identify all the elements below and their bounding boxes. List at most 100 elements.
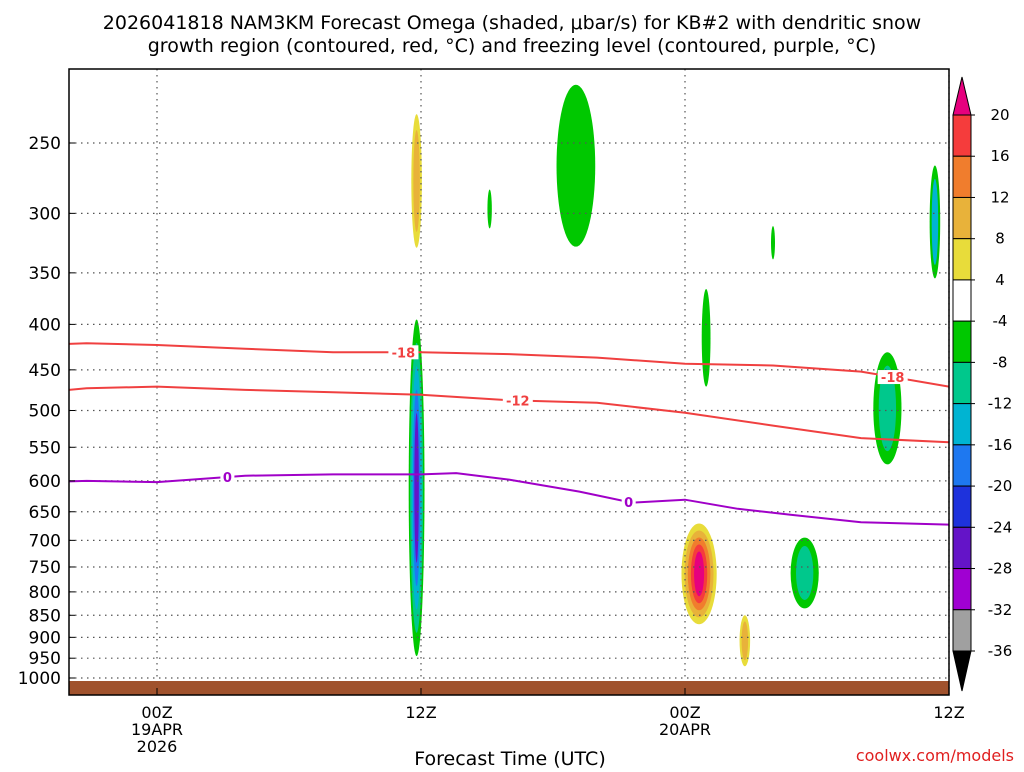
colorbar-label: -24 — [988, 518, 1013, 536]
y-tick-label-800: 800 — [29, 583, 61, 603]
contour-label-dgz-minus-18: -18 — [881, 371, 905, 386]
contour-label-freezing-level-0: 0 — [624, 496, 633, 511]
omega-feature-green-column-01z — [701, 289, 711, 387]
colorbar-bin — [952, 196, 972, 240]
contour-label-freezing-level-0: 0 — [223, 471, 232, 486]
y-tick-label-650: 650 — [29, 503, 61, 523]
omega-feature-upper-green-cloud-18z — [556, 84, 596, 247]
colorbar-label: 12 — [990, 188, 1009, 206]
contour-label-dgz-minus-12: -12 — [506, 395, 530, 410]
plot-frame — [68, 68, 950, 696]
pressure-axis: 2503003504004505005506006507007508008509… — [18, 134, 75, 689]
omega-cell — [878, 365, 897, 452]
colorbar-bin — [952, 155, 972, 198]
omega-feature-upper-rising-shaft-12z — [408, 319, 425, 657]
colorbar-label: 4 — [995, 271, 1005, 289]
y-tick-label-250: 250 — [29, 134, 61, 154]
omega-feature-sinking-tail-02z — [739, 615, 751, 667]
colorbar-top-arrow — [952, 76, 972, 116]
colorbar-bin — [952, 320, 972, 363]
x-tick-label: 00Z — [669, 703, 700, 722]
y-tick-label-750: 750 — [29, 558, 61, 578]
colorbar-bin — [952, 238, 972, 281]
y-tick-label-600: 600 — [29, 472, 61, 492]
omega-feature-small-green-streak-16z — [487, 189, 492, 229]
contour-layer: -18-18-12-12000 — [69, 342, 949, 526]
gridlines — [69, 69, 950, 695]
omega-feature-small-green-streak-04z — [771, 226, 775, 260]
y-tick-label-350: 350 — [29, 264, 61, 284]
colorbar-bin — [952, 361, 972, 405]
colorbar-label: -16 — [988, 436, 1013, 454]
colorbar-bin — [952, 609, 972, 652]
x-tick-label: 20APR — [659, 720, 711, 739]
ground-surface — [69, 681, 949, 695]
colorbar-label: -36 — [988, 642, 1013, 660]
omega-cell — [796, 546, 814, 600]
colorbar: 20 16 12 8 4 -4 -8 -12 -16 -20 -24 -28 -32 -36 — [952, 76, 1013, 692]
colorbar-label: -8 — [993, 353, 1008, 371]
omega-cell — [771, 226, 775, 260]
omega-cell — [1020, 618, 1024, 675]
time-axis: 00Z19APR202612Z00Z20APR12Z00Z21APR — [131, 688, 965, 756]
y-tick-label-550: 550 — [29, 438, 61, 458]
colorbar-label: -28 — [988, 560, 1013, 578]
omega-cell — [556, 84, 596, 247]
x-tick-label: 12Z — [405, 703, 436, 722]
contour-label-bg — [220, 469, 235, 484]
y-tick-label-900: 900 — [29, 628, 61, 648]
omega-cell — [931, 178, 939, 265]
y-tick-label-300: 300 — [29, 204, 61, 224]
colorbar-bin — [952, 444, 972, 487]
contour-label-bg — [877, 370, 908, 385]
y-tick-label-700: 700 — [29, 531, 61, 551]
contour-dgz-minus-12 — [69, 385, 949, 444]
x-tick-label: 19APR — [131, 720, 183, 739]
chart-title-line1: 2026041818 NAM3KM Forecast Omega (shaded… — [103, 12, 921, 34]
y-tick-label-500: 500 — [29, 402, 61, 422]
x-axis-label: Forecast Time (UTC) — [414, 748, 605, 768]
y-tick-label-1000: 1000 — [18, 669, 61, 689]
omega-cell — [487, 189, 492, 229]
colorbar-label: -32 — [988, 601, 1013, 619]
omega-cell — [694, 551, 705, 597]
chart-title-line2: growth region (contoured, red, °C) and f… — [148, 35, 877, 57]
omega-cell — [413, 130, 420, 232]
y-tick-label-400: 400 — [29, 315, 61, 335]
omega-cell — [701, 289, 711, 387]
contour-label-bg — [502, 393, 533, 408]
x-tick-label: 2026 — [137, 737, 178, 756]
contour-label-bg — [388, 345, 419, 360]
colorbar-bottom-arrow — [952, 650, 972, 692]
colorbar-label: -20 — [988, 477, 1013, 495]
watermark: coolwx.com/models — [856, 746, 1014, 765]
omega-shading-layer — [408, 84, 1024, 675]
contour-freezing-level-0 — [69, 472, 949, 526]
colorbar-label: 20 — [990, 106, 1009, 124]
contour-label-dgz-minus-18: -18 — [392, 346, 416, 361]
colorbar-bin — [952, 279, 972, 322]
contour-dgz-minus-18 — [69, 342, 949, 388]
omega-feature-sinking-blob-00z — [681, 523, 717, 625]
omega-cell — [414, 413, 419, 563]
y-tick-label-950: 950 — [29, 649, 61, 669]
colorbar-bin — [952, 568, 972, 611]
colorbar-bin — [952, 526, 972, 570]
colorbar-bin — [952, 485, 972, 528]
x-tick-label: 00Z — [141, 703, 172, 722]
colorbar-label: 16 — [990, 147, 1009, 165]
x-tick-label: 12Z — [933, 703, 964, 722]
colorbar-label: 8 — [995, 230, 1005, 248]
omega-feature-green-streak-12z — [929, 165, 941, 279]
y-tick-label-450: 450 — [29, 361, 61, 381]
y-tick-label-850: 850 — [29, 606, 61, 626]
contour-label-bg — [621, 495, 636, 510]
omega-feature-rising-blob-07z — [790, 537, 819, 609]
colorbar-label: -12 — [988, 395, 1013, 413]
colorbar-bin — [952, 114, 972, 157]
omega-cell — [741, 621, 749, 661]
colorbar-bin — [952, 403, 972, 446]
omega-feature-sinking-blob-19z — [1020, 618, 1024, 675]
